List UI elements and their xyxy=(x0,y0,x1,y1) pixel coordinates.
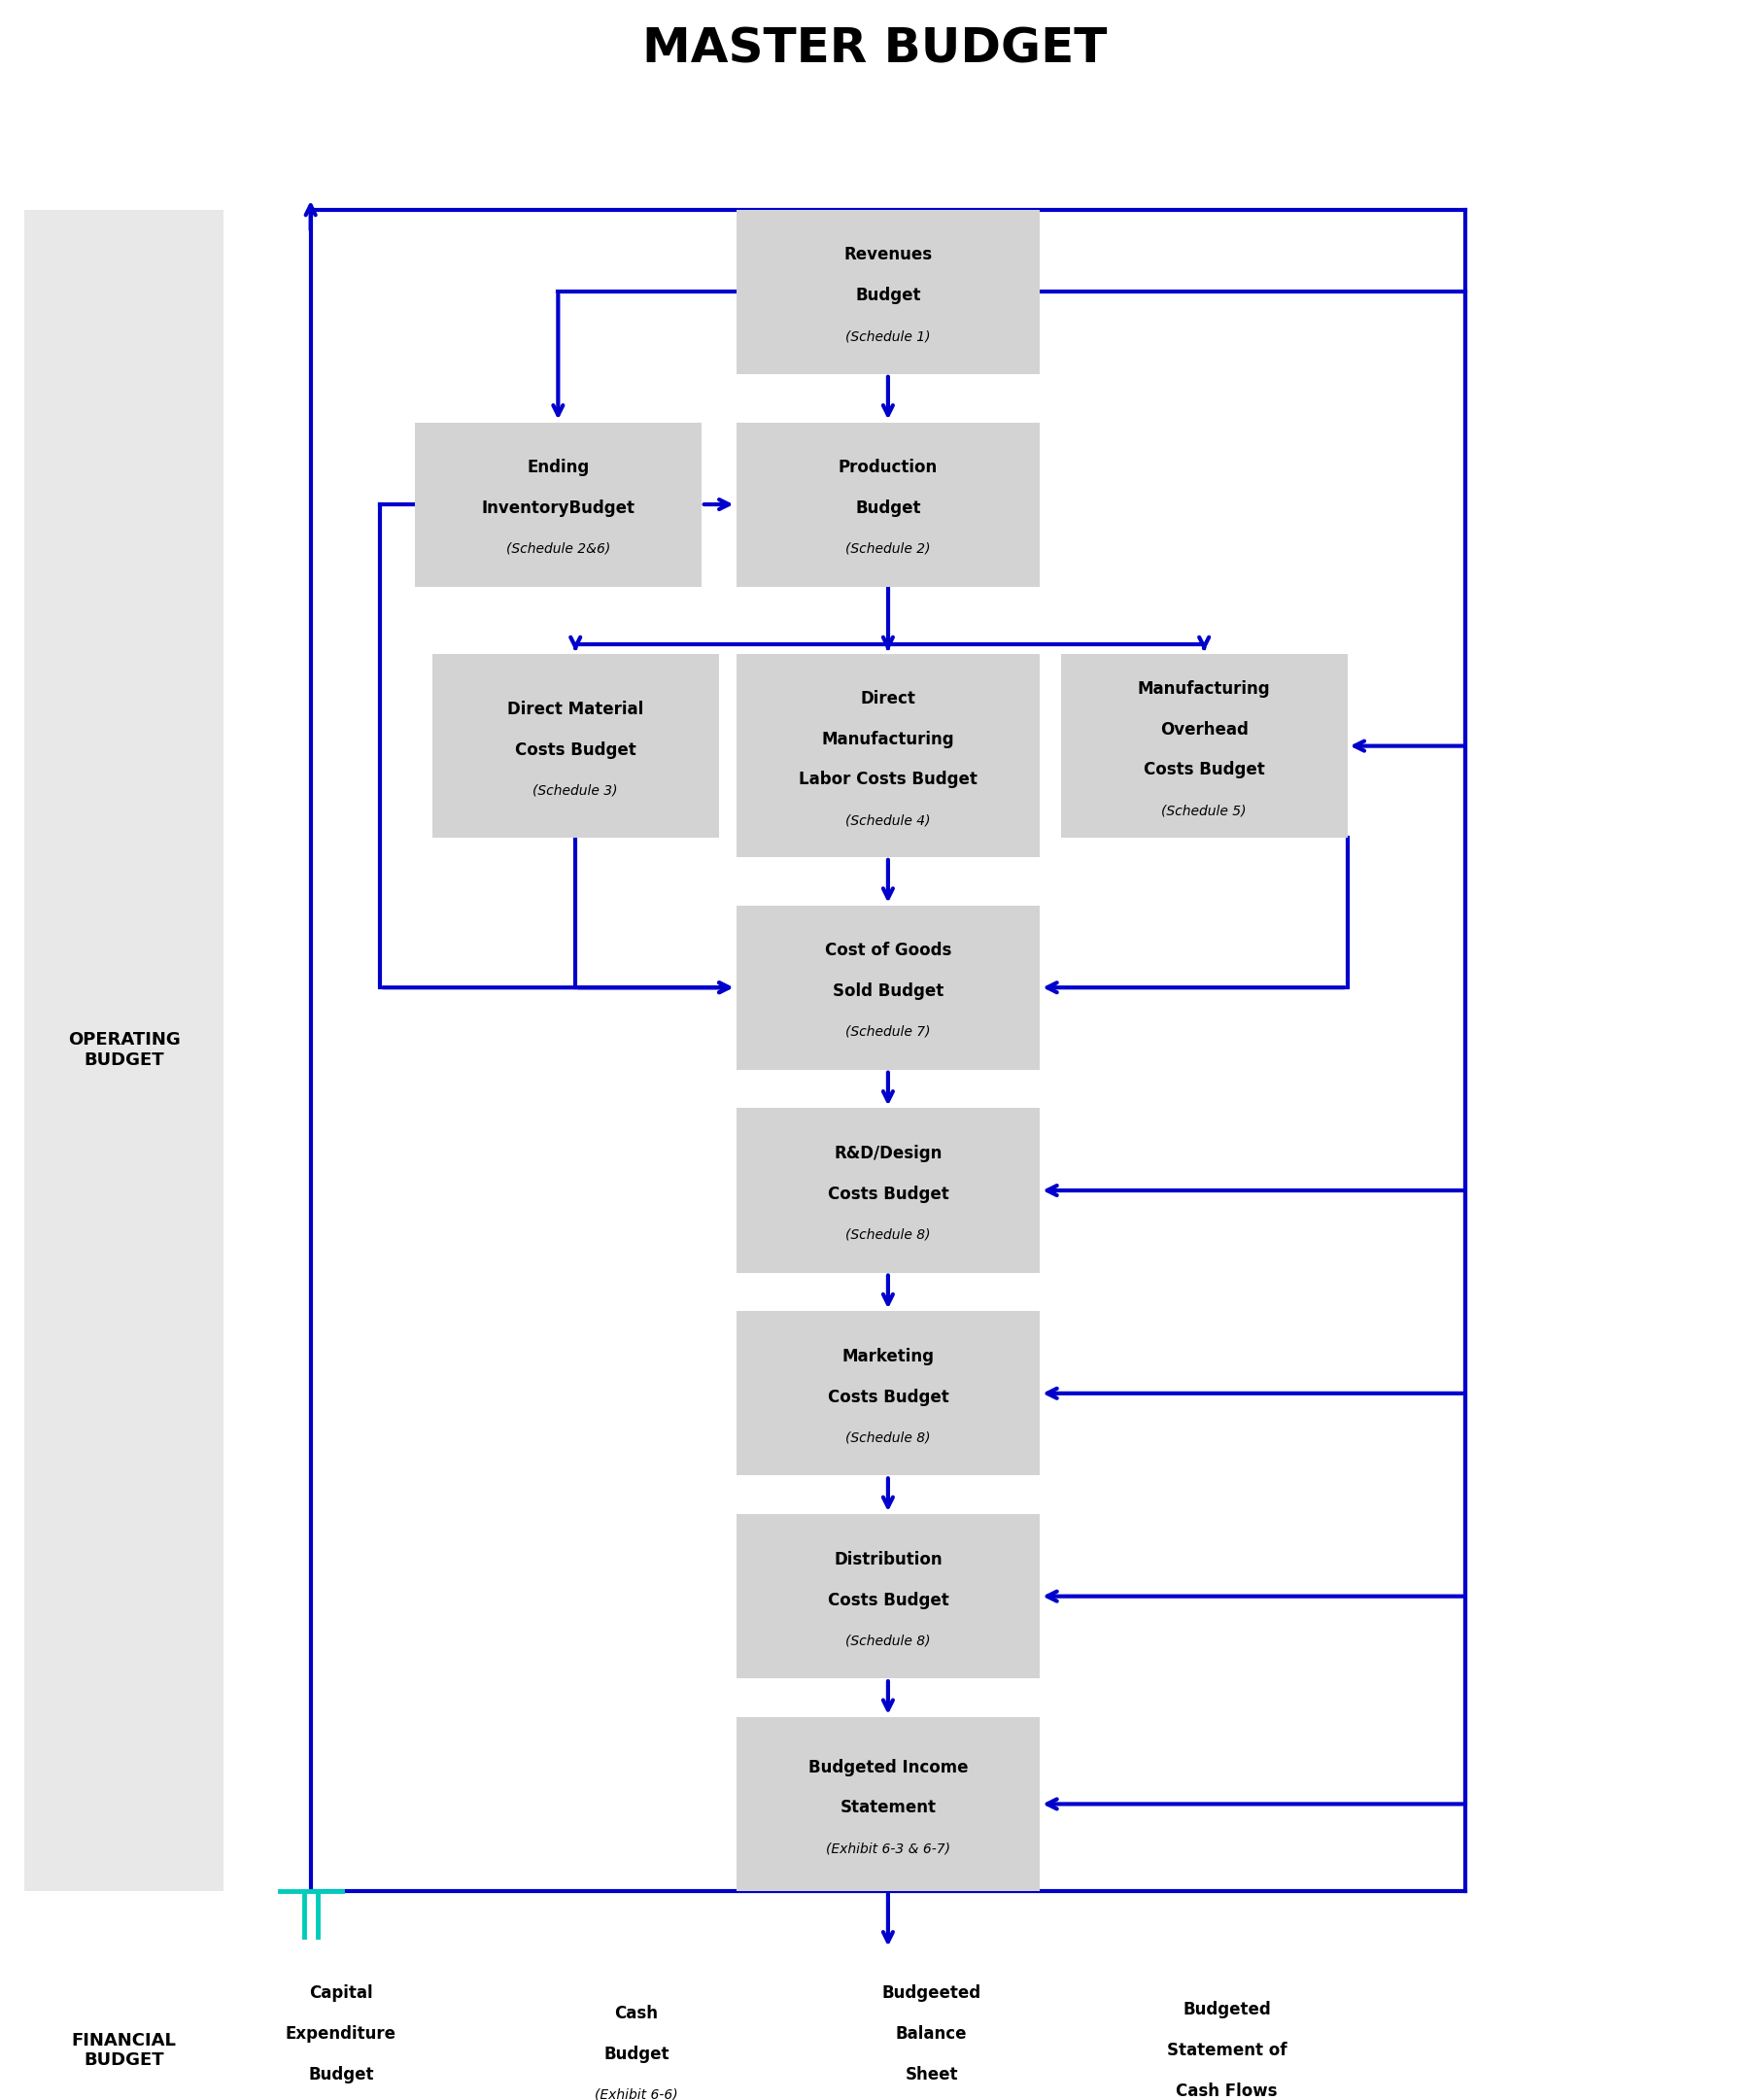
FancyBboxPatch shape xyxy=(25,210,224,1890)
FancyBboxPatch shape xyxy=(25,1959,224,2100)
Text: Budgeeted: Budgeeted xyxy=(882,1984,982,2001)
Text: Overhead: Overhead xyxy=(1160,720,1248,739)
Text: (Schedule 8): (Schedule 8) xyxy=(845,1634,931,1648)
Text: FINANCIAL
BUDGET: FINANCIAL BUDGET xyxy=(72,2031,177,2068)
Text: Cash: Cash xyxy=(614,2006,658,2022)
Text: InventoryBudget: InventoryBudget xyxy=(481,500,635,517)
Text: Distribution: Distribution xyxy=(833,1550,942,1569)
Text: (Schedule 2): (Schedule 2) xyxy=(845,542,931,557)
Text: Cash Flows: Cash Flows xyxy=(1176,2083,1278,2100)
Text: Budget: Budget xyxy=(856,288,920,304)
FancyBboxPatch shape xyxy=(1092,1959,1362,2100)
Text: MASTER BUDGET: MASTER BUDGET xyxy=(642,25,1108,74)
FancyBboxPatch shape xyxy=(737,1514,1040,1678)
Text: Production: Production xyxy=(838,460,938,477)
Text: Statement of: Statement of xyxy=(1167,2041,1286,2060)
Text: Revenues: Revenues xyxy=(844,246,933,265)
Text: (Schedule 8): (Schedule 8) xyxy=(845,1430,931,1445)
FancyBboxPatch shape xyxy=(415,422,702,586)
Text: Budget: Budget xyxy=(604,2045,668,2062)
FancyBboxPatch shape xyxy=(796,1959,1066,2100)
FancyBboxPatch shape xyxy=(737,1718,1040,1890)
Text: (Exhibit 6-6): (Exhibit 6-6) xyxy=(595,2087,677,2100)
FancyBboxPatch shape xyxy=(737,210,1040,374)
Text: Marketing: Marketing xyxy=(842,1348,935,1365)
Text: (Schedule 3): (Schedule 3) xyxy=(534,783,618,798)
FancyBboxPatch shape xyxy=(737,1109,1040,1273)
FancyBboxPatch shape xyxy=(737,1310,1040,1476)
Text: Direct Material: Direct Material xyxy=(508,701,644,718)
FancyBboxPatch shape xyxy=(737,422,1040,586)
Text: Costs Budget: Costs Budget xyxy=(828,1592,949,1609)
FancyBboxPatch shape xyxy=(502,1959,770,2100)
Text: Sold Budget: Sold Budget xyxy=(833,983,943,1000)
Text: Costs Budget: Costs Budget xyxy=(828,1388,949,1407)
Text: (Schedule 5): (Schedule 5) xyxy=(1162,804,1246,817)
Text: Budgeted: Budgeted xyxy=(1183,2001,1270,2018)
Text: Budget: Budget xyxy=(308,2066,374,2083)
Text: Balance: Balance xyxy=(896,2024,968,2043)
Text: (Exhibit 6-3 & 6-7): (Exhibit 6-3 & 6-7) xyxy=(826,1842,950,1854)
Text: Statement: Statement xyxy=(840,1800,936,1816)
Text: OPERATING
BUDGET: OPERATING BUDGET xyxy=(68,1031,180,1069)
FancyBboxPatch shape xyxy=(432,655,719,838)
Text: Budget: Budget xyxy=(856,500,920,517)
FancyBboxPatch shape xyxy=(737,655,1040,857)
Text: Costs Budget: Costs Budget xyxy=(828,1186,949,1203)
Text: (Schedule 1): (Schedule 1) xyxy=(845,330,931,342)
Text: Costs Budget: Costs Budget xyxy=(1143,762,1265,779)
Text: Cost of Goods: Cost of Goods xyxy=(824,943,952,960)
Text: Expenditure: Expenditure xyxy=(285,2024,397,2043)
Text: Budgeted Income: Budgeted Income xyxy=(808,1758,968,1777)
FancyBboxPatch shape xyxy=(1060,655,1348,838)
Text: R&D/Design: R&D/Design xyxy=(835,1144,942,1163)
Text: Manufacturing: Manufacturing xyxy=(1138,680,1270,697)
Text: (Schedule 2&6): (Schedule 2&6) xyxy=(506,542,611,557)
FancyBboxPatch shape xyxy=(737,905,1040,1069)
Text: Manufacturing: Manufacturing xyxy=(822,731,954,748)
Text: Costs Budget: Costs Budget xyxy=(514,741,635,758)
Text: Ending: Ending xyxy=(527,460,590,477)
Text: Labor Costs Budget: Labor Costs Budget xyxy=(798,771,977,788)
FancyBboxPatch shape xyxy=(206,1959,476,2100)
Text: (Schedule 8): (Schedule 8) xyxy=(845,1228,931,1241)
Text: Direct: Direct xyxy=(861,691,915,708)
Text: Sheet: Sheet xyxy=(905,2066,957,2083)
Text: (Schedule 7): (Schedule 7) xyxy=(845,1025,931,1040)
Text: (Schedule 4): (Schedule 4) xyxy=(845,813,931,827)
Text: Capital: Capital xyxy=(310,1984,373,2001)
